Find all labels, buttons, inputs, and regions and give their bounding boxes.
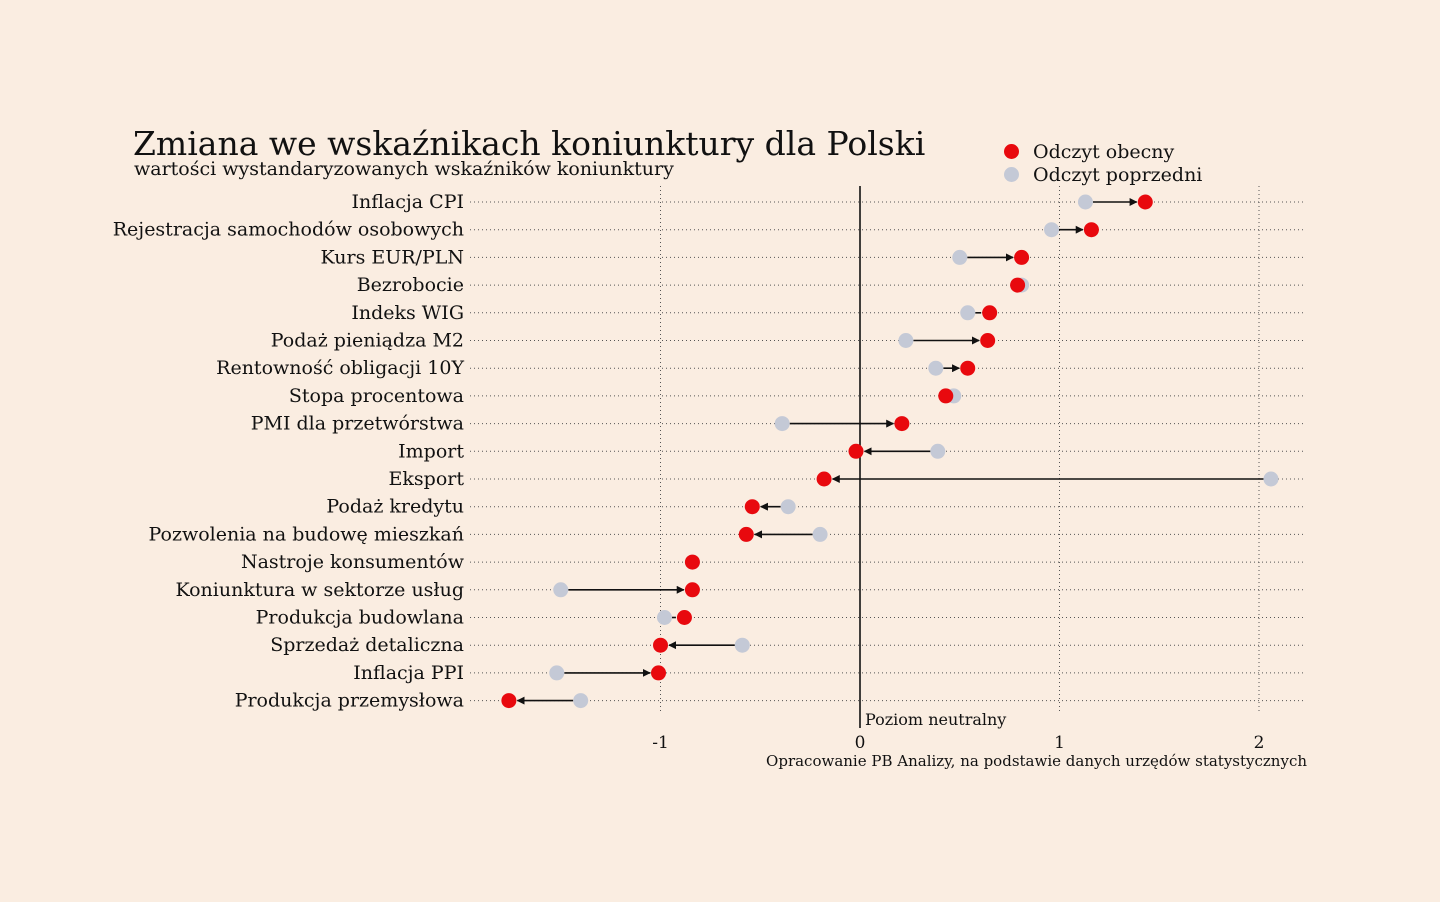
current-point bbox=[684, 582, 700, 598]
category-label: Inflacja PPI bbox=[353, 662, 464, 684]
current-point bbox=[501, 693, 517, 709]
current-point bbox=[744, 499, 760, 515]
previous-point bbox=[930, 443, 946, 459]
category-label: PMI dla przetwórstwa bbox=[251, 413, 464, 435]
current-point bbox=[738, 526, 754, 542]
legend-label-previous: Odczyt poprzedni bbox=[1033, 163, 1203, 186]
category-label: Produkcja przemysłowa bbox=[235, 690, 464, 712]
category-label: Stopa procentowa bbox=[289, 385, 464, 407]
current-point bbox=[1014, 249, 1030, 265]
category-label: Nastroje konsumentów bbox=[241, 551, 465, 573]
category-label: Koniunktura w sektorze usług bbox=[175, 579, 464, 601]
previous-point bbox=[898, 333, 914, 348]
category-label: Bezrobocie bbox=[357, 274, 464, 296]
x-tick-label: 2 bbox=[1254, 733, 1265, 753]
neutral-line-label: Poziom neutralny bbox=[865, 710, 1006, 729]
current-point bbox=[1010, 277, 1026, 293]
current-point bbox=[848, 443, 864, 459]
previous-point bbox=[1044, 222, 1060, 238]
legend-label-current: Odczyt obecny bbox=[1033, 140, 1175, 163]
current-point bbox=[651, 665, 667, 681]
chart-subtitle: wartości wystandaryzowanych wskaźników k… bbox=[134, 158, 674, 180]
legend-item-previous: Odczyt poprzedni bbox=[1004, 163, 1202, 186]
category-label: Produkcja budowlana bbox=[256, 607, 464, 629]
current-point bbox=[938, 388, 954, 404]
current-point bbox=[980, 333, 996, 348]
category-label: Inflacja CPI bbox=[352, 191, 464, 213]
previous-point bbox=[812, 526, 828, 542]
previous-point bbox=[780, 499, 796, 515]
previous-point bbox=[952, 249, 968, 265]
x-tick-label: -1 bbox=[652, 733, 669, 753]
legend-item-current: Odczyt obecny bbox=[1004, 140, 1202, 163]
previous-point bbox=[549, 665, 565, 681]
category-label: Rejestracja samochodów osobowych bbox=[113, 219, 464, 241]
previous-point bbox=[656, 610, 672, 625]
current-point bbox=[816, 471, 832, 487]
current-point bbox=[676, 610, 692, 625]
source-note: Opracowanie PB Analizy, na podstawie dan… bbox=[766, 752, 1307, 770]
category-label: Pozwolenia na budowę mieszkań bbox=[149, 523, 465, 545]
chart-legend: Odczyt obecny Odczyt poprzedni bbox=[1004, 140, 1202, 186]
previous-point bbox=[774, 416, 790, 432]
category-label: Import bbox=[398, 440, 464, 462]
current-point bbox=[1137, 194, 1153, 210]
current-point bbox=[684, 554, 700, 570]
legend-swatch-current bbox=[1004, 144, 1019, 159]
previous-point bbox=[928, 360, 944, 376]
x-tick-label: 0 bbox=[855, 733, 866, 753]
previous-point bbox=[960, 305, 976, 321]
category-label: Rentowność obligacji 10Y bbox=[216, 357, 464, 379]
legend-swatch-previous bbox=[1004, 167, 1019, 182]
previous-point bbox=[573, 693, 589, 709]
category-label: Podaż kredytu bbox=[326, 496, 464, 518]
current-point bbox=[653, 637, 668, 653]
category-label: Sprzedaż detaliczna bbox=[270, 634, 464, 656]
current-point bbox=[894, 416, 910, 432]
previous-point bbox=[553, 582, 569, 598]
category-label: Eksport bbox=[389, 468, 465, 490]
x-tick-label: 1 bbox=[1054, 733, 1065, 753]
current-point bbox=[960, 360, 976, 376]
category-label: Indeks WIG bbox=[351, 302, 464, 324]
category-label: Podaż pieniądza M2 bbox=[271, 330, 464, 352]
previous-point bbox=[734, 637, 750, 653]
chart-title: Zmiana we wskaźnikach koniunktury dla Po… bbox=[133, 124, 926, 163]
category-label: Kurs EUR/PLN bbox=[320, 246, 464, 268]
previous-point bbox=[1263, 471, 1279, 487]
previous-point bbox=[1077, 194, 1093, 210]
current-point bbox=[1083, 222, 1099, 238]
current-point bbox=[982, 305, 998, 321]
